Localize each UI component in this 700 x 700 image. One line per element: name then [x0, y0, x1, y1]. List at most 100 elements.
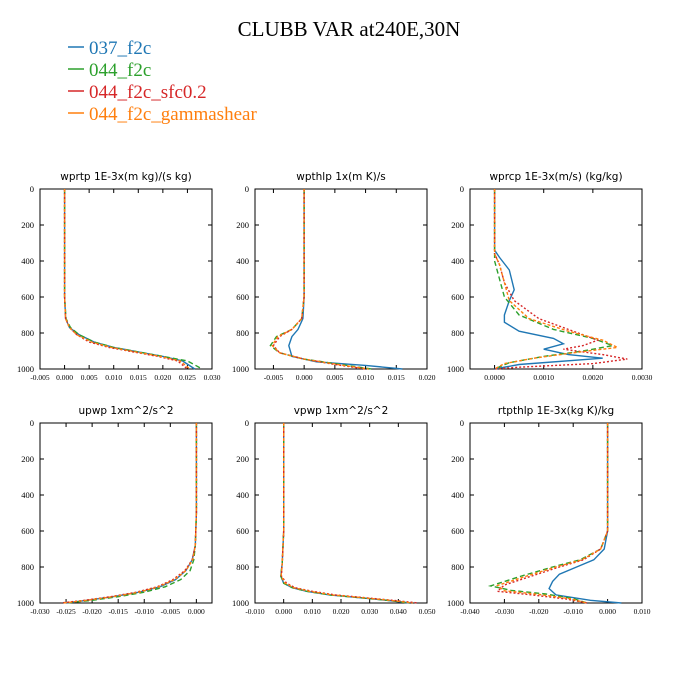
legend-label-044-f2c-gammashear: 044_f2c_gammashear — [89, 104, 257, 125]
series-line-044-f2c-gammashear — [280, 423, 413, 604]
y-tick-label: 400 — [451, 256, 464, 266]
series-line-044-f2c-gammashear — [493, 189, 620, 370]
series-line-044-f2c-gammashear — [496, 423, 609, 604]
y-tick-label: 600 — [236, 292, 249, 302]
x-tick-label: 0.0000 — [484, 373, 505, 382]
x-tick-label: -0.025 — [56, 607, 76, 616]
x-tick-label: 0.015 — [130, 373, 147, 382]
x-tick-label: -0.010 — [135, 607, 155, 616]
panel-title: vpwp 1xm^2/s^2 — [294, 405, 389, 417]
y-tick-label: 1000 — [17, 598, 34, 608]
x-tick-label: 0.020 — [333, 607, 350, 616]
x-tick-label: -0.020 — [529, 607, 549, 616]
y-tick-label: 800 — [21, 328, 34, 338]
series-line-044-f2c-sfc0-2 — [272, 189, 366, 370]
series-line-044-f2c — [66, 423, 198, 604]
panel-title: rtpthlp 1E-3x(kg K)/kg — [498, 405, 614, 417]
y-tick-label: 400 — [451, 490, 464, 500]
series-line-044-f2c — [269, 189, 372, 370]
series-line-044-f2c-gammashear — [63, 189, 191, 370]
y-tick-label: 200 — [236, 220, 249, 230]
x-tick-label: 0.0020 — [583, 373, 604, 382]
legend-label-044-f2c: 044_f2c — [89, 60, 151, 81]
x-tick-label: 0.000 — [296, 373, 313, 382]
y-tick-label: 1000 — [17, 364, 34, 374]
x-tick-label: -0.010 — [245, 607, 265, 616]
y-tick-label: 1000 — [447, 364, 464, 374]
y-tick-label: 600 — [451, 292, 464, 302]
series-line-044-f2c-gammashear — [63, 423, 198, 604]
x-tick-label: 0.030 — [204, 373, 221, 382]
x-tick-label: -0.005 — [30, 373, 50, 382]
series-line-037-f2c — [66, 423, 198, 604]
x-tick-label: 0.040 — [390, 607, 407, 616]
x-tick-label: -0.015 — [108, 607, 128, 616]
y-tick-label: 800 — [451, 562, 464, 572]
figure-title: CLUBB VAR at240E,30N — [238, 17, 461, 41]
series-line-044-f2c-sfc0-2 — [60, 423, 198, 604]
y-tick-label: 0 — [30, 418, 34, 428]
x-tick-label: 0.000 — [188, 607, 205, 616]
y-tick-label: 600 — [21, 292, 34, 302]
series-line-044-f2c-sfc0-2 — [495, 423, 609, 604]
x-tick-label: 0.015 — [388, 373, 405, 382]
y-tick-label: 200 — [451, 220, 464, 230]
series-line-037-f2c — [280, 423, 410, 604]
y-tick-label: 200 — [236, 454, 249, 464]
panel-vpwp: vpwp 1xm^2/s^2 0 200 400 600 800 1000-0.010 0.0… — [232, 405, 436, 616]
x-tick-label: 0.000 — [56, 373, 73, 382]
plot-frame — [39, 422, 213, 604]
x-tick-label: 0.030 — [361, 607, 378, 616]
y-tick-label: 400 — [236, 256, 249, 266]
x-tick-label: -0.040 — [460, 607, 480, 616]
legend-label-037-f2c: 037_f2c — [89, 38, 151, 59]
series-line-037-f2c — [63, 189, 196, 370]
y-tick-label: 0 — [460, 184, 464, 194]
panel-wpthlp: wpthlp 1x(m K)/s 0 200 400 600 800 1000 -0.005 0… — [232, 171, 436, 382]
x-tick-label: 0.050 — [419, 607, 436, 616]
y-tick-label: 600 — [21, 526, 34, 536]
x-tick-label: -0.005 — [161, 607, 181, 616]
y-tick-label: 800 — [236, 562, 249, 572]
series-line-037-f2c — [493, 189, 603, 370]
y-tick-label: 400 — [21, 256, 34, 266]
panel-rtpthlp: rtpthlp 1E-3x(kg K)/kg02004006008001000-… — [447, 405, 651, 616]
x-tick-label: 0.000 — [599, 607, 616, 616]
legend-label-044-f2c-sfc0-2: 044_f2c_sfc0.2 — [89, 82, 207, 103]
panel-title: wprcp 1E-3x(m/s) (kg/kg) — [489, 171, 622, 183]
series-line-037-f2c — [288, 189, 403, 370]
x-tick-label: 0.005 — [81, 373, 98, 382]
plot-frame — [39, 188, 213, 370]
x-tick-label: 0.020 — [419, 373, 436, 382]
x-tick-label: 0.000 — [275, 607, 292, 616]
y-tick-label: 0 — [30, 184, 34, 194]
y-tick-label: 800 — [21, 562, 34, 572]
y-tick-label: 1000 — [447, 598, 464, 608]
y-tick-label: 400 — [236, 490, 249, 500]
x-tick-label: -0.030 — [495, 607, 515, 616]
series-line-044-f2c-sfc0-2 — [280, 423, 419, 604]
plot-frame — [469, 422, 643, 604]
series-line-044-f2c-gammashear — [271, 189, 369, 370]
y-tick-label: 800 — [236, 328, 249, 338]
x-tick-label: -0.010 — [564, 607, 584, 616]
plot-frame — [469, 188, 643, 370]
x-tick-label: -0.030 — [30, 607, 50, 616]
series-line-044-f2c — [63, 189, 203, 370]
x-tick-label: 0.025 — [179, 373, 196, 382]
panel-title: upwp 1xm^2/s^2 — [79, 405, 174, 417]
y-tick-label: 1000 — [232, 598, 249, 608]
series-line-044-f2c — [487, 423, 609, 604]
y-tick-label: 200 — [21, 220, 34, 230]
panel-wprcp: wprcp 1E-3x(m/s) (kg/kg) 0 200 400 600 800 100… — [447, 171, 653, 382]
panel-title: wprtp 1E-3x(m kg)/(s kg) — [60, 171, 191, 183]
y-tick-label: 600 — [451, 526, 464, 536]
x-tick-label: -0.020 — [82, 607, 102, 616]
x-tick-label: 0.0010 — [533, 373, 554, 382]
series-line-044-f2c-sfc0-2 — [63, 189, 188, 370]
y-tick-label: 600 — [236, 526, 249, 536]
y-tick-label: 0 — [245, 418, 249, 428]
series-line-044-f2c — [280, 423, 410, 604]
series-line-044-f2c-sfc0-2 — [493, 189, 628, 370]
